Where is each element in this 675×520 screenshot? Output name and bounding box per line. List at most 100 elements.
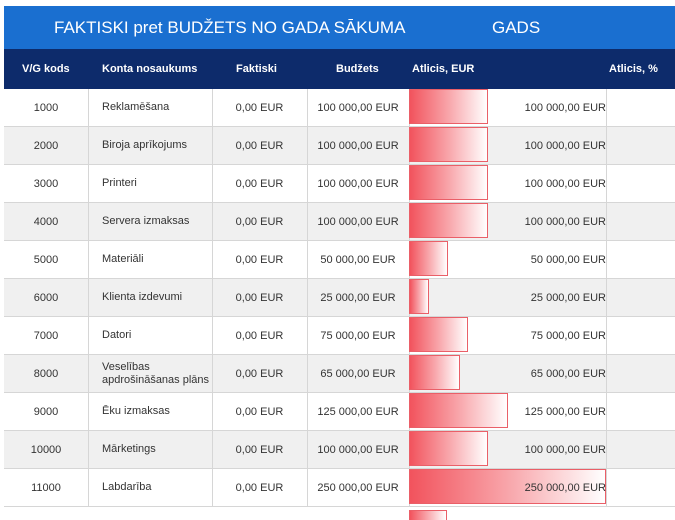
table-row[interactable]: 3000 Printeri 0,00 EUR 100 000,00 EUR 100 00… [4, 165, 675, 203]
remaining-data-bar [409, 469, 606, 504]
account-code-cell[interactable]: 8000 [33, 367, 59, 380]
budget-amount-cell[interactable]: 100 000,00 EUR [317, 139, 399, 152]
cell-divider [307, 469, 308, 507]
account-name-cell[interactable]: Mārketings [102, 443, 156, 455]
column-header-actual[interactable]: Faktiski [236, 63, 277, 75]
account-name-cell[interactable]: Materiāli [102, 253, 144, 265]
table-row[interactable]: 5000 Materiāli 0,00 EUR 50 000,00 EUR 50 000… [4, 241, 675, 279]
cell-divider [307, 89, 308, 127]
actual-amount-cell[interactable]: 0,00 EUR [235, 367, 284, 380]
cell-divider [307, 355, 308, 393]
account-name-cell[interactable]: Reklamēšana [102, 101, 170, 113]
actual-amount-cell[interactable]: 0,00 EUR [235, 405, 284, 418]
data-bar-partial [409, 510, 447, 520]
table-row[interactable]: 6000 Klienta izdevumi 0,00 EUR 25 000,00 EU… [4, 279, 675, 317]
table-row[interactable]: 9000 Ēku izmaksas 0,00 EUR 125 000,00 EUR 12… [4, 393, 675, 431]
remaining-amount-cell[interactable]: 50 000,00 EUR [530, 253, 606, 266]
cell-divider [307, 127, 308, 165]
budget-amount-cell[interactable]: 25 000,00 EUR [320, 291, 396, 304]
remaining-amount-cell[interactable]: 100 000,00 EUR [524, 101, 606, 114]
table-header: V/G kods Konta nosaukums Faktiski Budžet… [4, 49, 675, 89]
cell-divider [88, 469, 89, 507]
cell-divider [88, 279, 89, 317]
account-name-cell[interactable]: Datori [102, 329, 132, 341]
account-name-cell[interactable]: Veselības apdrošināšanas plāns [102, 360, 210, 386]
budget-amount-cell[interactable]: 100 000,00 EUR [317, 215, 399, 228]
account-name-cell[interactable]: Printeri [102, 177, 137, 189]
budget-amount-cell[interactable]: 100 000,00 EUR [317, 443, 399, 456]
budget-amount-cell[interactable]: 100 000,00 EUR [317, 101, 399, 114]
cell-divider [307, 241, 308, 279]
budget-amount-cell[interactable]: 75 000,00 EUR [320, 329, 396, 342]
cell-divider [606, 127, 607, 165]
table-row[interactable]: 4000 Servera izmaksas 0,00 EUR 100 000,00 E… [4, 203, 675, 241]
remaining-amount-cell[interactable]: 100 000,00 EUR [524, 177, 606, 190]
budget-amount-cell[interactable]: 250 000,00 EUR [317, 481, 399, 494]
actual-amount-cell[interactable]: 0,00 EUR [235, 177, 284, 190]
account-code-cell[interactable]: 9000 [33, 405, 59, 418]
account-code-cell[interactable]: 10000 [30, 443, 62, 456]
table-row[interactable]: 7000 Datori 0,00 EUR 75 000,00 EUR 75 000,00… [4, 317, 675, 355]
budget-amount-cell[interactable]: 50 000,00 EUR [320, 253, 396, 266]
cell-divider [606, 355, 607, 393]
table-row[interactable]: 2000 Biroja aprīkojums 0,00 EUR 100 000,00 … [4, 127, 675, 165]
remaining-amount-cell[interactable]: 100 000,00 EUR [524, 139, 606, 152]
remaining-amount-cell[interactable]: 75 000,00 EUR [530, 329, 606, 342]
cell-divider [606, 279, 607, 317]
remaining-amount-cell[interactable]: 100 000,00 EUR [524, 215, 606, 228]
account-code-cell[interactable]: 4000 [33, 215, 59, 228]
actual-amount-cell[interactable]: 0,00 EUR [235, 101, 284, 114]
budget-amount-cell[interactable]: 100 000,00 EUR [317, 177, 399, 190]
cell-divider [307, 393, 308, 431]
cell-divider [307, 317, 308, 355]
table-row[interactable]: 10000 Mārketings 0,00 EUR 100 000,00 EUR 100… [4, 431, 675, 469]
budget-amount-cell[interactable]: 65 000,00 EUR [320, 367, 396, 380]
column-header-remaining-eur[interactable]: Atlicis, EUR [412, 63, 475, 75]
account-name-cell[interactable]: Ēku izmaksas [102, 405, 170, 417]
table-row[interactable]: 1000 Reklamēšana 0,00 EUR 100 000,00 EUR 100… [4, 89, 675, 127]
remaining-amount-cell[interactable]: 125 000,00 EUR [524, 405, 606, 418]
account-name-cell[interactable]: Klienta izdevumi [102, 291, 183, 303]
actual-amount-cell[interactable]: 0,00 EUR [235, 253, 284, 266]
account-name-cell[interactable]: Labdarība [102, 481, 152, 493]
column-header-budget[interactable]: Budžets [336, 63, 379, 75]
actual-amount-cell[interactable]: 0,00 EUR [235, 291, 284, 304]
remaining-data-bar [409, 241, 448, 276]
report-title: FAKTISKI pret BUDŽETS NO GADA SĀKUMA [54, 18, 406, 37]
account-code-cell[interactable]: 2000 [33, 139, 59, 152]
cell-divider [606, 469, 607, 507]
remaining-amount-cell[interactable]: 25 000,00 EUR [530, 291, 606, 304]
account-code-cell[interactable]: 5000 [33, 253, 59, 266]
actual-amount-cell[interactable]: 0,00 EUR [235, 215, 284, 228]
account-code-cell[interactable]: 7000 [33, 329, 59, 342]
account-name-cell[interactable]: Servera izmaksas [102, 215, 190, 227]
budget-table-body: 1000 Reklamēšana 0,00 EUR 100 000,00 EUR 100… [4, 89, 675, 507]
cell-divider [307, 431, 308, 469]
actual-amount-cell[interactable]: 0,00 EUR [235, 329, 284, 342]
actual-amount-cell[interactable]: 0,00 EUR [235, 443, 284, 456]
remaining-amount-cell[interactable]: 250 000,00 EUR [524, 481, 606, 494]
remaining-amount-cell[interactable]: 100 000,00 EUR [524, 443, 606, 456]
remaining-data-bar [409, 165, 488, 200]
column-header-remaining-pct[interactable]: Atlicis, % [609, 63, 658, 75]
account-code-cell[interactable]: 1000 [33, 101, 59, 114]
cell-divider [88, 203, 89, 241]
actual-amount-cell[interactable]: 0,00 EUR [235, 139, 284, 152]
account-code-cell[interactable]: 6000 [33, 291, 59, 304]
table-row[interactable]: 8000 Veselības apdrošināšanas plāns 0,00 E… [4, 355, 675, 393]
table-row[interactable]: 11000 Labdarība 0,00 EUR 250 000,00 EUR 250 … [4, 469, 675, 507]
account-code-cell[interactable]: 3000 [33, 177, 59, 190]
remaining-data-bar [409, 127, 488, 162]
column-header-code[interactable]: V/G kods [22, 63, 70, 75]
account-code-cell[interactable]: 11000 [31, 481, 61, 494]
cell-divider [88, 127, 89, 165]
remaining-data-bar [409, 393, 508, 428]
account-name-cell[interactable]: Biroja aprīkojums [102, 139, 187, 151]
actual-amount-cell[interactable]: 0,00 EUR [235, 481, 284, 494]
remaining-amount-cell[interactable]: 65 000,00 EUR [530, 367, 606, 380]
budget-amount-cell[interactable]: 125 000,00 EUR [317, 405, 399, 418]
cell-divider [606, 431, 607, 469]
column-header-name[interactable]: Konta nosaukums [102, 63, 198, 75]
cell-divider [606, 165, 607, 203]
cell-divider [212, 431, 213, 469]
